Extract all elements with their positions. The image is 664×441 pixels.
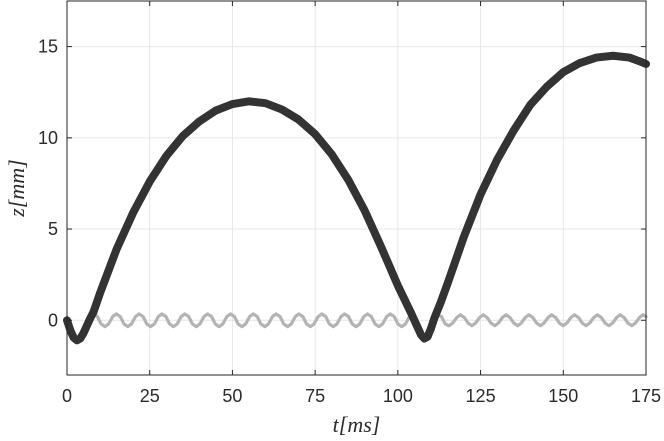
x-tick-label: 75	[305, 386, 325, 406]
y-tick-label: 15	[38, 37, 58, 57]
x-tick-label: 100	[383, 386, 413, 406]
axes-box	[66, 0, 647, 376]
ticks: 0 25 50 75 100 125 150 175 0 5 10 15	[38, 1, 661, 406]
x-tick-label: 50	[222, 386, 242, 406]
y-axis-label: z[mm]	[4, 159, 29, 217]
series-line-1	[65, 312, 648, 342]
y-tick-label: 5	[48, 219, 58, 239]
x-tick-label: 0	[62, 386, 72, 406]
series-line-0	[63, 51, 650, 345]
series-layer	[63, 51, 650, 345]
x-tick-label: 125	[466, 386, 496, 406]
x-axis-label: t[ms]	[333, 412, 381, 437]
y-tick-label: 10	[38, 128, 58, 148]
x-tick-label: 25	[140, 386, 160, 406]
x-tick-label: 150	[548, 386, 578, 406]
x-tick-label: 175	[631, 386, 661, 406]
y-tick-label: 0	[48, 310, 58, 330]
